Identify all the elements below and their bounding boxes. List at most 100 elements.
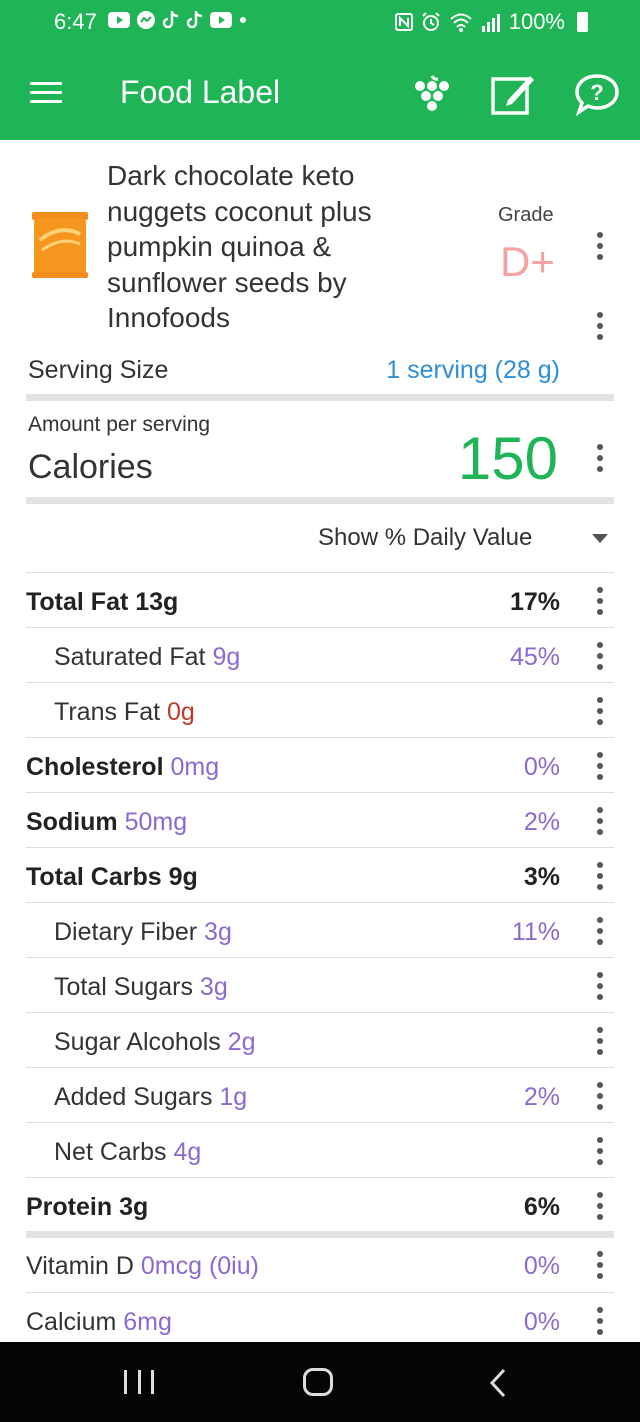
- battery-icon: [577, 12, 588, 32]
- back-icon[interactable]: [488, 1368, 508, 1398]
- nutrient-daily-value: 17%: [509, 588, 560, 616]
- nutrient-daily-value: 6%: [523, 1193, 560, 1221]
- nutrient-row[interactable]: Added Sugars 1g 2%: [26, 1067, 614, 1122]
- nutrient-row[interactable]: Calcium 6mg 0%: [26, 1292, 614, 1347]
- nutrient-row[interactable]: Sodium 50mg 2%: [26, 792, 614, 847]
- nutrient-name: Vitamin D 0mcg (0iu): [26, 1252, 259, 1281]
- nutrient-label: Sodium: [26, 808, 118, 836]
- serving-size-row[interactable]: Serving Size 1 serving (28 g): [28, 352, 560, 388]
- calories-more-icon[interactable]: [596, 444, 604, 472]
- nutrient-label: Total Carbs 9g: [26, 863, 198, 891]
- home-icon[interactable]: [303, 1368, 333, 1396]
- nutrient-more-icon[interactable]: [596, 972, 604, 1000]
- nutrient-more-icon[interactable]: [596, 1307, 604, 1335]
- status-bar: 6:47 100%: [0, 0, 640, 46]
- nutrient-row[interactable]: Vitamin D 0mcg (0iu) 0%: [26, 1237, 614, 1292]
- nutrient-name: Total Sugars 3g: [54, 973, 228, 1002]
- nutrient-name: Sugar Alcohols 2g: [54, 1028, 256, 1057]
- nutrient-amount: 1g: [219, 1083, 248, 1111]
- nutrient-label: Total Sugars: [54, 973, 193, 1001]
- recents-icon[interactable]: [124, 1370, 154, 1394]
- grade-more-icon[interactable]: [596, 232, 604, 260]
- nutrient-amount: 4g: [173, 1138, 202, 1166]
- nutrient-label: Vitamin D: [26, 1252, 134, 1280]
- food-more-icon[interactable]: [596, 312, 604, 340]
- nutrient-amount: 50mg: [124, 808, 188, 836]
- nutrient-more-icon[interactable]: [596, 1251, 604, 1279]
- nutrient-label: Saturated Fat: [54, 643, 206, 671]
- nutrient-more-icon[interactable]: [596, 1082, 604, 1110]
- nutrient-amount: 9g: [212, 643, 241, 671]
- nutrient-row[interactable]: Saturated Fat 9g 45%: [26, 627, 614, 682]
- calories-value: 150: [457, 425, 558, 492]
- nutrient-daily-value: 3%: [523, 863, 560, 891]
- menu-icon[interactable]: [30, 82, 62, 104]
- battery-percent: 100%: [508, 9, 565, 34]
- nutrient-row[interactable]: Trans Fat 0g: [26, 682, 614, 737]
- grade-value: D+: [500, 238, 555, 285]
- nutrient-label: Dietary Fiber: [54, 918, 198, 946]
- nutrient-daily-value: 45%: [509, 643, 560, 671]
- notification-icons: [108, 10, 248, 30]
- nutrient-name: Protein 3g: [26, 1193, 148, 1222]
- chevron-down-icon[interactable]: [592, 534, 608, 543]
- nutrient-more-icon[interactable]: [596, 1137, 604, 1165]
- nutrient-label: Trans Fat: [54, 698, 161, 726]
- system-icons: 100%: [394, 9, 588, 35]
- nutrient-more-icon[interactable]: [596, 642, 604, 670]
- nfc-icon: [394, 13, 413, 31]
- nutrient-row[interactable]: Cholesterol 0mg 0%: [26, 737, 614, 792]
- nutrient-label: Protein 3g: [26, 1193, 149, 1221]
- nutrient-more-icon[interactable]: [596, 1027, 604, 1055]
- nutrient-amount: 2g: [227, 1028, 256, 1056]
- grapes-icon[interactable]: [412, 74, 452, 118]
- divider: [26, 394, 614, 401]
- nutrient-row[interactable]: Sugar Alcohols 2g: [26, 1012, 614, 1067]
- nutrient-daily-value: 0%: [523, 753, 560, 781]
- nutrient-name: Cholesterol 0mg: [26, 753, 219, 782]
- serving-size-label: Serving Size: [28, 356, 169, 384]
- page-title: Food Label: [120, 74, 281, 110]
- nutrient-more-icon[interactable]: [596, 697, 604, 725]
- nutrient-row[interactable]: Total Fat 13g 17%: [26, 572, 614, 627]
- youtube-icon: [210, 12, 232, 28]
- nutrient-row[interactable]: Protein 3g 6%: [26, 1177, 614, 1232]
- tiktok-icon: [162, 11, 179, 29]
- food-header: Dark chocolate keto nuggets coconut plus…: [0, 140, 640, 340]
- nutrient-row[interactable]: Total Sugars 3g: [26, 957, 614, 1012]
- grade-label: Grade: [498, 204, 554, 226]
- nutrient-amount: 0g: [167, 698, 195, 726]
- nutrient-name: Net Carbs 4g: [54, 1138, 201, 1167]
- help-chat-icon[interactable]: ?: [574, 72, 620, 116]
- nutrient-more-icon[interactable]: [596, 1192, 604, 1220]
- nutrient-name: Sodium 50mg: [26, 808, 187, 837]
- nutrient-row[interactable]: Net Carbs 4g: [26, 1122, 614, 1177]
- nutrient-name: Trans Fat 0g: [54, 698, 195, 727]
- nutrient-daily-value: 0%: [523, 1252, 560, 1280]
- nutrient-name: Calcium 6mg: [26, 1308, 172, 1337]
- system-nav-bar: [0, 1342, 640, 1422]
- nutrient-name: Dietary Fiber 3g: [54, 918, 232, 947]
- nutrient-more-icon[interactable]: [596, 587, 604, 615]
- nutrient-name: Added Sugars 1g: [54, 1083, 247, 1112]
- edit-icon[interactable]: [490, 72, 534, 116]
- signal-icon: [481, 14, 500, 32]
- nutrient-more-icon[interactable]: [596, 752, 604, 780]
- app-bar: Food Label ?: [0, 46, 640, 140]
- wifi-icon: [450, 13, 472, 32]
- youtube-icon: [108, 12, 130, 28]
- nutrient-more-icon[interactable]: [596, 862, 604, 890]
- nutrient-row[interactable]: Total Carbs 9g 3%: [26, 847, 614, 902]
- nutrient-more-icon[interactable]: [596, 807, 604, 835]
- nutrient-label: Net Carbs: [54, 1138, 167, 1166]
- messenger-icon: [137, 11, 155, 29]
- nutrient-label: Calcium: [26, 1308, 117, 1336]
- nutrient-daily-value: 2%: [523, 808, 560, 836]
- nutrient-amount: 3g: [204, 918, 232, 946]
- serving-size-value[interactable]: 1 serving (28 g): [386, 356, 560, 384]
- daily-value-dropdown[interactable]: Show % Daily Value: [318, 524, 533, 551]
- tiktok-icon: [186, 11, 203, 29]
- nutrient-row[interactable]: Dietary Fiber 3g 11%: [26, 902, 614, 957]
- dot-icon: [240, 17, 246, 23]
- nutrient-more-icon[interactable]: [596, 917, 604, 945]
